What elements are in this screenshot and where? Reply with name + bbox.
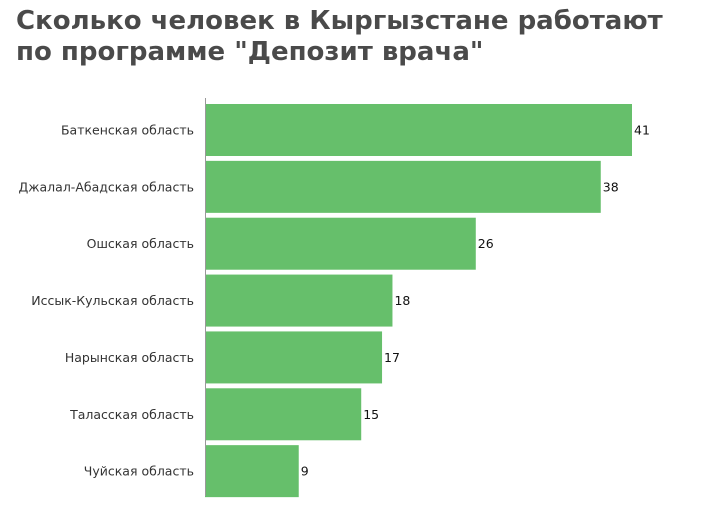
bar-5 <box>205 331 383 384</box>
category-label-6: Таласская область <box>69 407 194 422</box>
category-label-1: Баткенская область <box>61 123 194 138</box>
bar-3 <box>205 217 476 270</box>
bars-group <box>205 104 632 498</box>
bar-7 <box>205 445 299 498</box>
value-label-5: 17 <box>384 350 400 365</box>
value-label-7: 9 <box>301 464 309 479</box>
category-label-4: Иссык-Кульская область <box>31 293 194 308</box>
value-label-3: 26 <box>478 236 494 251</box>
value-label-2: 38 <box>603 179 619 194</box>
category-label-7: Чуйская область <box>84 464 194 479</box>
value-labels-group: 41 38 26 18 17 15 9 <box>301 123 650 479</box>
bar-1 <box>205 104 632 156</box>
category-label-5: Нарынская область <box>65 350 194 365</box>
value-label-6: 15 <box>363 407 379 422</box>
category-labels-group: Баткенская область Джалал-Абадская област… <box>18 123 194 479</box>
chart-title: Сколько человек в Кыргызстане работают п… <box>16 6 663 67</box>
category-label-2: Джалал-Абадская область <box>18 179 194 194</box>
value-label-4: 18 <box>394 293 410 308</box>
bar-6 <box>205 388 362 441</box>
category-label-3: Ошская область <box>87 236 194 251</box>
bar-4 <box>205 274 393 327</box>
value-label-1: 41 <box>634 123 650 138</box>
bar-2 <box>205 160 601 213</box>
